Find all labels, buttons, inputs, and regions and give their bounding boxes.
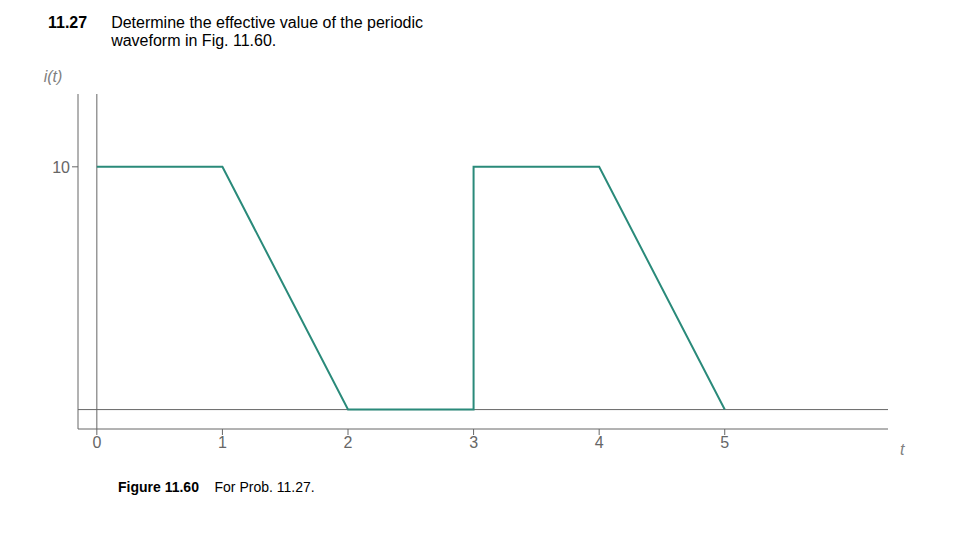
svg-text:10: 10: [52, 159, 70, 176]
svg-text:0: 0: [92, 434, 101, 451]
html-text:Determine the effective value: Determine the effective value of the per…: [111, 14, 423, 49]
svg-text:t: t: [900, 441, 905, 458]
svg-text:4: 4: [595, 434, 604, 451]
svg-text:1: 1: [218, 434, 227, 451]
html-text:11.27: 11.27: [48, 14, 88, 31]
svg-text:5: 5: [720, 434, 729, 451]
svg-text:3: 3: [469, 434, 478, 451]
svg-text:2: 2: [344, 434, 353, 451]
svg-text:i(t): i(t): [44, 68, 63, 85]
html-text:Figure 11.60 For Prob. 11.27.: Figure 11.60 For Prob. 11.27.: [118, 479, 315, 495]
